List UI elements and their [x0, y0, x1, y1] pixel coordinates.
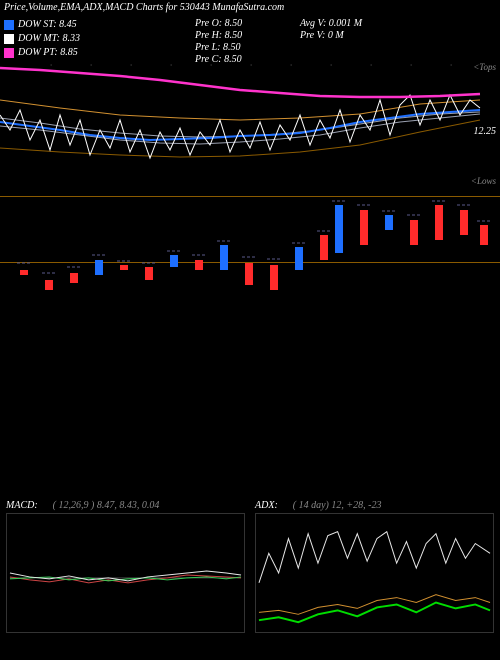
legend-label: DOW MT: 8.33 — [18, 32, 80, 46]
macd-title: MACD: — [6, 500, 38, 511]
svg-text:·: · — [410, 61, 412, 70]
svg-text:·: · — [90, 61, 92, 70]
info-left: Pre O: 8.50Pre H: 8.50Pre L: 8.50Pre C: … — [195, 18, 242, 66]
svg-text:·: · — [130, 61, 132, 70]
svg-text:·: · — [290, 61, 292, 70]
svg-text:·: · — [330, 61, 332, 70]
legend: DOW ST: 8.45DOW MT: 8.33DOW PT: 8.85 — [4, 18, 80, 60]
adx-panel: ADX: ( 14 day) 12, +28, -23 — [255, 500, 494, 633]
legend-item: DOW ST: 8.45 — [4, 18, 80, 32]
svg-text:·: · — [250, 61, 252, 70]
legend-swatch — [4, 48, 14, 58]
price-y-label: 12.25 — [474, 126, 497, 137]
svg-text:·: · — [210, 61, 212, 70]
macd-values: ( 12,26,9 ) 8.47, 8.43, 0.04 — [53, 500, 160, 511]
volume-chart — [0, 175, 500, 315]
adx-chart — [256, 514, 493, 632]
svg-text:·: · — [170, 61, 172, 70]
adx-title: ADX: — [255, 500, 278, 511]
legend-label: DOW ST: 8.45 — [18, 18, 77, 32]
info-right: Avg V: 0.001 MPre V: 0 M — [300, 18, 362, 42]
legend-swatch — [4, 20, 14, 30]
page-title: Price,Volume,EMA,ADX,MACD Charts for 530… — [4, 2, 284, 13]
legend-swatch — [4, 34, 14, 44]
adx-values: ( 14 day) 12, +28, -23 — [293, 500, 382, 511]
macd-panel: MACD: ( 12,26,9 ) 8.47, 8.43, 0.04 — [6, 500, 245, 633]
svg-text:·: · — [50, 61, 52, 70]
svg-text:·: · — [370, 61, 372, 70]
svg-text:·: · — [450, 61, 452, 70]
legend-label: DOW PT: 8.85 — [18, 46, 78, 60]
macd-chart — [7, 514, 244, 632]
legend-item: DOW PT: 8.85 — [4, 46, 80, 60]
legend-item: DOW MT: 8.33 — [4, 32, 80, 46]
price-chart: · · · · · · · · · · · — [0, 60, 500, 170]
